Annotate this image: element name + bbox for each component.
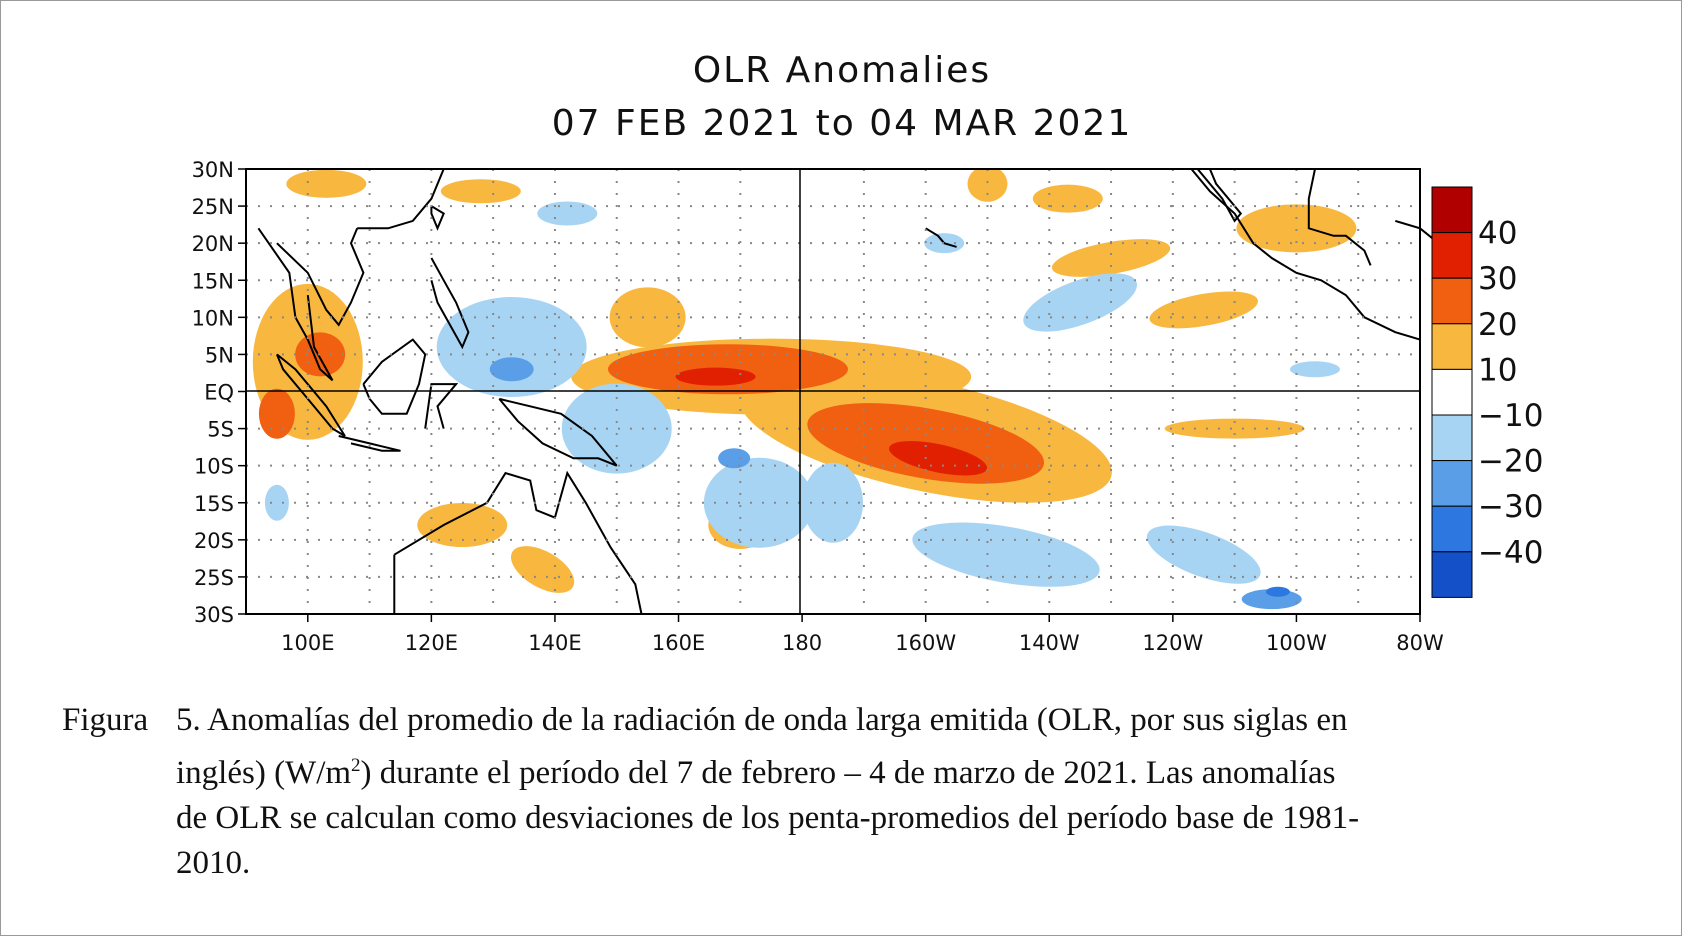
x-tick-label: 160E (652, 631, 705, 655)
y-tick-label: 15N (192, 269, 234, 293)
x-tick-label: 120E (405, 631, 458, 655)
coastline (257, 227, 334, 382)
positive-anomaly-area (417, 503, 508, 547)
figure-caption: Figura 5. Anomalías del promedio de la ra… (62, 698, 1607, 886)
colorbar-label: 10 (1478, 352, 1517, 388)
negative-anomaly-area (537, 201, 598, 226)
y-tick-label: EQ (204, 381, 234, 405)
x-tick-label: 120W (1142, 631, 1203, 655)
x-tick-label: 180 (782, 631, 822, 655)
coastline (275, 353, 346, 437)
negative-anomaly-core (718, 448, 751, 469)
coastline (424, 383, 459, 429)
positive-anomaly-area (286, 169, 367, 198)
colorbar-swatch (1431, 460, 1473, 507)
y-tick-label: 30S (194, 603, 234, 627)
negative-anomaly-area (1146, 525, 1261, 584)
y-tick-label: 30N (192, 158, 234, 182)
y-axis: 30N 25N 20N 15N 10N 5N EQ 5S 10S 15S 20S 25S 30S (192, 158, 246, 627)
negative-anomaly-core (489, 357, 534, 382)
coastline (338, 435, 401, 452)
coastline (498, 397, 618, 467)
colorbar-swatch (1431, 323, 1473, 370)
positive-anomaly-peak (675, 367, 756, 386)
colorbar-swatch (1431, 232, 1473, 279)
y-tick-label: 25N (192, 195, 234, 219)
x-tick-label: 160W (895, 631, 956, 655)
positive-anomaly-area (1236, 204, 1357, 253)
positive-anomaly-peak (889, 441, 988, 476)
negative-anomaly-area (561, 383, 672, 474)
negative-anomaly-area (1289, 361, 1340, 378)
caption-line-1: 5. Anomalías del promedio de la radiació… (176, 702, 1348, 738)
colorbar-swatch (1431, 505, 1473, 553)
positive-anomaly-area (440, 179, 521, 204)
coastline (925, 227, 957, 248)
y-tick-label: 10S (194, 455, 234, 479)
colorbar-label: 40 (1478, 216, 1517, 252)
coastline (276, 227, 365, 327)
map-title: OLR Anomalies (692, 50, 992, 91)
caption-line-3: de OLR se calculan como desviaciones de … (176, 800, 1360, 836)
coastline (357, 168, 445, 230)
colorbar-swatch (1431, 368, 1473, 416)
olr-anomaly-map: 30N 25N 20N 15N 10N 5N EQ 5S 10S 15S 20S 25S 30S 100… (192, 158, 1544, 655)
x-tick-label: 80W (1396, 631, 1444, 655)
colorbar-swatch (1431, 414, 1473, 462)
colorbar-label: −20 (1478, 444, 1543, 480)
negative-anomaly-peak (1265, 586, 1290, 597)
y-tick-label: 5N (205, 343, 234, 367)
colorbar-label: 20 (1478, 307, 1517, 343)
positive-anomaly-area (609, 287, 686, 348)
positive-anomaly-area (1149, 291, 1258, 329)
anomaly-fields (252, 169, 1357, 610)
x-tick-label: 100E (281, 631, 334, 655)
caption-line-2b: ) durante el período del 7 de febrero – … (360, 755, 1336, 791)
colorbar-label: −10 (1478, 398, 1543, 434)
caption-label: Figura (62, 702, 149, 738)
negative-anomaly-area (803, 462, 863, 543)
y-tick-label: 25S (194, 566, 234, 590)
map-subtitle: 07 FEB 2021 to 04 MAR 2021 (551, 103, 1133, 144)
negative-anomaly-area (436, 297, 587, 397)
y-tick-label: 15S (194, 492, 234, 516)
colorbar-swatch (1431, 277, 1473, 325)
positive-anomaly-area (1051, 239, 1171, 277)
colorbar: 40 30 20 10 −10 −20 −30 −40 (1431, 186, 1543, 598)
positive-anomaly-area (1032, 184, 1103, 213)
y-tick-label: 10N (192, 306, 234, 330)
positive-anomaly-area (1164, 418, 1305, 439)
colorbar-swatch (1431, 186, 1473, 234)
caption-line-2a: inglés) (W/m (176, 755, 352, 791)
positive-anomaly-area (510, 546, 575, 593)
caption-line-4: 2010. (176, 845, 251, 881)
negative-anomaly-area (703, 457, 814, 548)
coastline (430, 257, 470, 350)
y-tick-label: 20N (192, 232, 234, 256)
coastline (1196, 168, 1243, 223)
negative-anomaly-area (264, 484, 289, 521)
x-tick-label: 100W (1266, 631, 1327, 655)
x-tick-label: 140W (1019, 631, 1080, 655)
colorbar-label: 30 (1478, 261, 1517, 297)
positive-anomaly-area (295, 332, 346, 377)
coastline (1307, 168, 1372, 266)
colorbar-swatch (1431, 551, 1473, 598)
colorbar-label: −30 (1478, 489, 1543, 525)
negative-anomaly-area (912, 522, 1100, 587)
coastline (393, 470, 643, 615)
positive-anomaly-area (258, 388, 295, 439)
x-tick-label: 140E (528, 631, 581, 655)
x-axis: 100E 120E 140E 160E 180 160W 140W 120W 100W 80W (281, 614, 1444, 655)
y-tick-label: 20S (194, 529, 234, 553)
coastlines (257, 168, 1440, 615)
caption-superscript: 2 (351, 755, 361, 776)
coastline (362, 338, 427, 415)
positive-anomaly-area (967, 169, 1008, 202)
coastline (430, 205, 445, 231)
y-tick-label: 5S (207, 418, 234, 442)
colorbar-label: −40 (1478, 535, 1543, 571)
